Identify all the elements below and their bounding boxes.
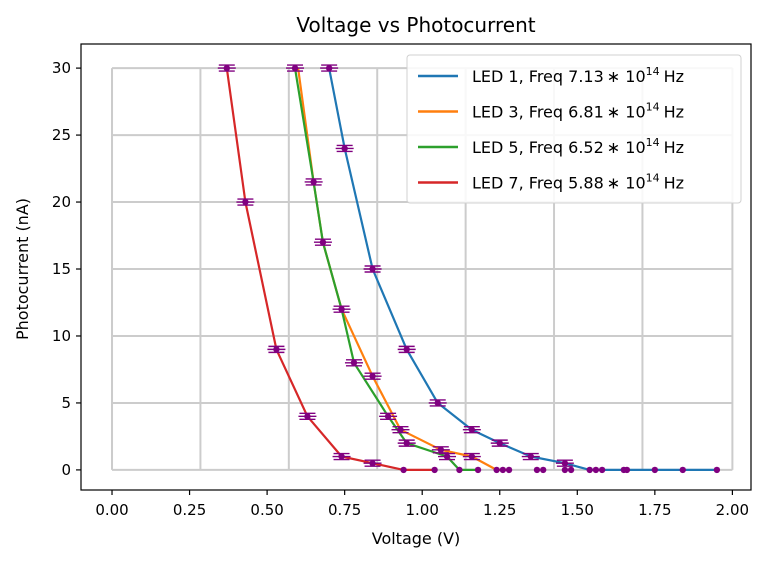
y-tick-label: 0	[61, 461, 71, 479]
data-point	[341, 145, 348, 152]
data-point	[319, 239, 327, 246]
data-point	[338, 453, 345, 460]
x-tick-label: 1.75	[638, 501, 671, 519]
data-point	[456, 466, 463, 474]
data-point	[369, 265, 376, 273]
x-tick-label: 1.25	[483, 501, 516, 519]
data-point	[496, 439, 503, 447]
legend-label-1: LED 1, Freq 7.13 ∗ 1014 Hz	[472, 65, 684, 86]
x-tick-label: 1.50	[561, 501, 594, 519]
data-point	[713, 466, 721, 474]
data-point	[598, 466, 606, 474]
legend-box	[406, 54, 742, 204]
chart-title: Voltage vs Photocurrent	[296, 13, 535, 37]
y-tick-label: 25	[52, 126, 71, 144]
data-point	[493, 466, 500, 474]
data-point	[403, 439, 410, 447]
data-point	[437, 446, 445, 454]
x-tick-label: 1.00	[406, 501, 439, 519]
series-line-3	[293, 67, 478, 471]
data-point	[651, 466, 659, 474]
data-point	[350, 359, 358, 366]
axes	[80, 43, 752, 491]
y-tick-label: 30	[52, 59, 71, 77]
data-point	[468, 453, 476, 460]
data-point	[533, 466, 541, 474]
x-axis-label: Voltage (V)	[372, 529, 461, 548]
legend-label-2: LED 3, Freq 6.81 ∗ 1014 Hz	[472, 101, 684, 122]
x-tick-label: 0.00	[95, 501, 128, 519]
data-point	[310, 178, 317, 186]
data-point	[679, 466, 686, 474]
data-point	[539, 466, 547, 474]
data-point	[586, 466, 593, 474]
data-point	[505, 466, 513, 474]
x-tick-label: 0.25	[173, 501, 206, 519]
data-point	[384, 413, 392, 420]
data-point	[623, 466, 631, 474]
data-markers	[217, 64, 721, 474]
data-point	[397, 426, 404, 433]
data-point	[567, 466, 575, 474]
data-point	[561, 460, 569, 467]
data-point	[242, 198, 249, 206]
data-point	[592, 466, 600, 474]
data-point	[474, 466, 482, 474]
y-tick-label: 10	[52, 327, 71, 345]
tick-labels: 0.00 0.25 0.50 0.75 1.00 1.25 1.50 1.75 2.00 0 5 10…	[52, 59, 749, 519]
data-point	[431, 466, 438, 474]
data-point	[468, 426, 476, 433]
data-point	[561, 466, 569, 474]
x-tick-label: 0.75	[328, 501, 361, 519]
y-axis-label: Photocurrent (nA)	[13, 198, 32, 340]
data-point	[400, 466, 407, 474]
data-point	[443, 453, 451, 460]
data-point	[338, 305, 345, 313]
legend-label-4: LED 7, Freq 5.88 ∗ 1014 Hz	[472, 172, 684, 193]
data-point	[325, 64, 333, 72]
data-point	[499, 466, 507, 474]
y-tick-label: 15	[52, 260, 71, 278]
data-point	[304, 413, 311, 420]
data-point	[369, 372, 376, 380]
y-tick-label: 20	[52, 193, 71, 211]
series-line-4	[225, 67, 435, 471]
x-tick-label: 0.50	[250, 501, 283, 519]
legend-label-3: LED 5, Freq 6.52 ∗ 1014 Hz	[472, 136, 684, 157]
x-tick-label: 2.00	[716, 501, 749, 519]
data-point	[369, 460, 376, 467]
plot-frame	[80, 43, 752, 491]
data-point	[273, 346, 280, 353]
data-point	[291, 64, 299, 72]
y-tick-label: 5	[61, 394, 71, 412]
data-point	[434, 399, 441, 407]
data-point	[527, 453, 534, 460]
data-point	[223, 64, 230, 72]
legend: LED 1, Freq 7.13 ∗ 1014 Hz LED 3, Freq 6.81…	[406, 54, 742, 204]
data-point	[403, 346, 410, 353]
